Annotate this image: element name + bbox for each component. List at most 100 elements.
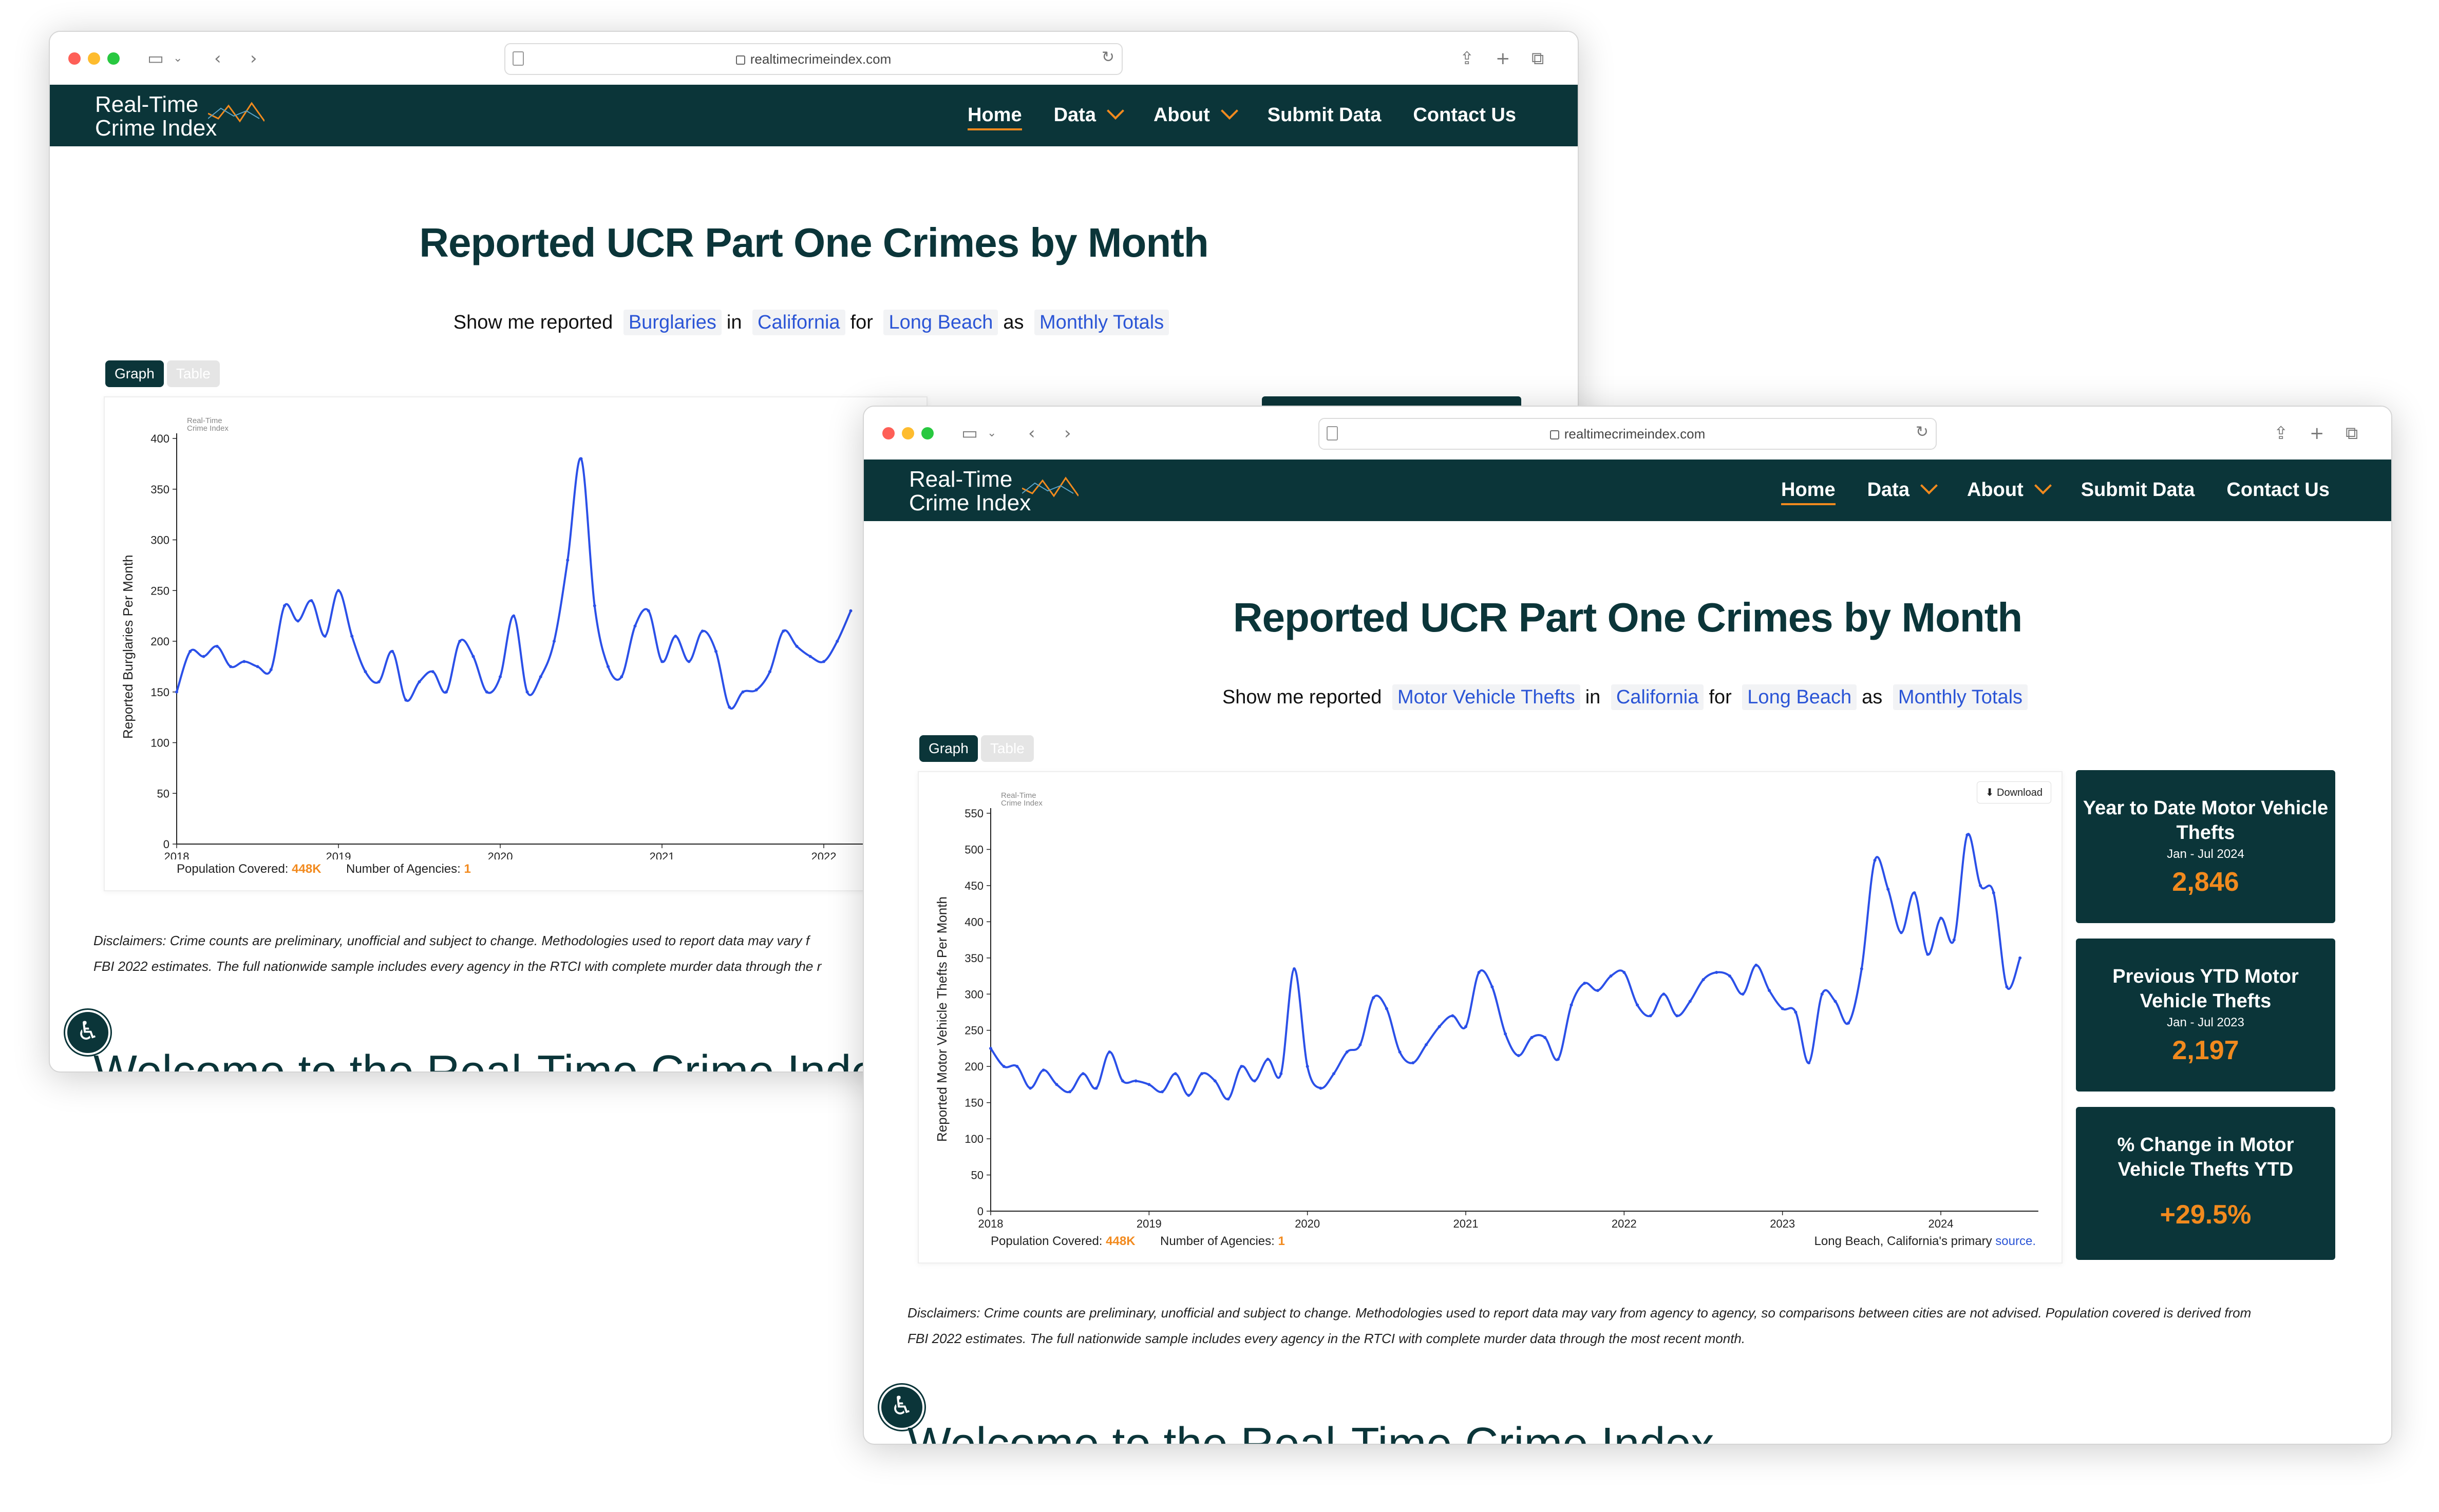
data-point[interactable] [728,705,731,709]
tab-table[interactable]: Table [166,360,220,387]
nav-home[interactable]: Home [968,104,1022,130]
data-point[interactable] [1701,978,1705,982]
data-point[interactable] [1438,1025,1441,1028]
accessibility-button[interactable]: ♿ [65,1010,110,1055]
data-point[interactable] [1464,1025,1467,1028]
data-point[interactable] [1253,1079,1256,1083]
forward-icon[interactable]: › [250,48,257,69]
data-point[interactable] [471,655,475,658]
data-point[interactable] [391,649,394,653]
data-point[interactable] [1147,1083,1151,1086]
data-point[interactable] [1767,989,1771,992]
data-point[interactable] [1622,971,1626,974]
tabs-overview-icon[interactable]: ⧉ [1532,48,1544,69]
data-point[interactable] [1226,1097,1230,1101]
data-point[interactable] [1847,1021,1850,1025]
crime-type-select[interactable]: Motor Vehicle Thefts [1392,684,1580,710]
data-point[interactable] [1055,1083,1058,1086]
nav-about[interactable]: About [1967,477,2052,505]
data-point[interactable] [539,675,542,679]
data-point[interactable] [1899,931,1903,934]
data-point[interactable] [1530,1036,1534,1039]
reload-icon[interactable]: ↻ [1915,423,1928,441]
data-point[interactable] [175,690,178,694]
data-point[interactable] [593,604,596,607]
data-point[interactable] [1886,887,1890,891]
data-point[interactable] [202,655,205,658]
data-point[interactable] [1807,1061,1811,1065]
data-point[interactable] [1609,974,1613,978]
data-point[interactable] [1570,1003,1573,1007]
data-point[interactable] [1398,1050,1402,1054]
data-point[interactable] [377,680,381,683]
data-point[interactable] [1424,1043,1428,1046]
forward-icon[interactable]: › [1064,423,1071,444]
data-point[interactable] [768,670,771,674]
data-point[interactable] [1649,1014,1652,1018]
data-point[interactable] [1042,1068,1045,1072]
data-point[interactable] [1200,1072,1204,1076]
data-point[interactable] [1979,884,1982,887]
nav-contact-us[interactable]: Contact Us [2226,479,2330,501]
data-point[interactable] [296,619,300,623]
data-point[interactable] [1358,1043,1362,1046]
data-point[interactable] [1161,1090,1164,1094]
data-point[interactable] [431,670,434,674]
minimize-window-button[interactable] [88,52,100,65]
data-point[interactable] [1108,1050,1111,1054]
data-point[interactable] [620,675,623,679]
data-point[interactable] [701,629,704,633]
sidebar-icon[interactable]: ▭ [961,423,978,444]
data-point[interactable] [1002,1065,1006,1068]
data-point[interactable] [1715,971,1718,974]
data-point[interactable] [1292,967,1296,970]
data-point[interactable] [229,665,232,668]
data-point[interactable] [1636,1003,1639,1007]
close-window-button[interactable] [882,427,895,439]
data-point[interactable] [1833,1000,1837,1003]
data-point[interactable] [1081,1072,1085,1076]
share-icon[interactable]: ⇪ [1460,48,1474,69]
data-point[interactable] [782,629,785,633]
address-bar[interactable]: realtimecrimeindex.com ↻ [504,43,1123,75]
minimize-window-button[interactable] [902,427,914,439]
data-point[interactable] [741,690,745,694]
data-point[interactable] [418,680,421,683]
data-point[interactable] [458,640,462,643]
address-bar[interactable]: realtimecrimeindex.com ↻ [1318,418,1937,450]
data-point[interactable] [1121,1079,1124,1083]
data-point[interactable] [849,609,853,613]
data-point[interactable] [1926,952,1930,956]
measure-select[interactable]: Monthly Totals [1893,684,2028,710]
share-icon[interactable]: ⇪ [2274,423,2289,444]
data-point[interactable] [1279,1072,1283,1076]
chevron-down-icon[interactable]: ⌄ [173,52,183,65]
data-point[interactable] [1504,1032,1507,1036]
data-point[interactable] [1860,967,1863,970]
data-point[interactable] [660,660,664,663]
download-button[interactable]: ⬇ Download [1976,781,2051,803]
nav-home[interactable]: Home [1781,479,1836,505]
data-point[interactable] [1015,1065,1019,1068]
data-point[interactable] [633,624,637,628]
data-point[interactable] [323,635,327,638]
data-point[interactable] [1372,996,1375,1000]
close-window-button[interactable] [68,52,81,65]
data-point[interactable] [1477,971,1481,974]
data-point[interactable] [1094,1086,1098,1090]
data-point[interactable] [283,604,286,607]
data-point[interactable] [822,660,825,663]
data-point[interactable] [989,1046,992,1050]
data-point[interactable] [2018,956,2022,960]
data-point[interactable] [1965,833,1969,837]
data-point[interactable] [1411,1061,1415,1065]
data-point[interactable] [269,668,273,672]
data-point[interactable] [1543,1036,1547,1039]
data-point[interactable] [2005,985,2009,989]
data-point[interactable] [1556,1058,1560,1061]
data-point[interactable] [1345,1050,1349,1054]
city-select[interactable]: Long Beach [1742,684,1857,710]
data-point[interactable] [566,559,570,562]
data-point[interactable] [647,609,650,613]
data-point[interactable] [499,675,502,679]
